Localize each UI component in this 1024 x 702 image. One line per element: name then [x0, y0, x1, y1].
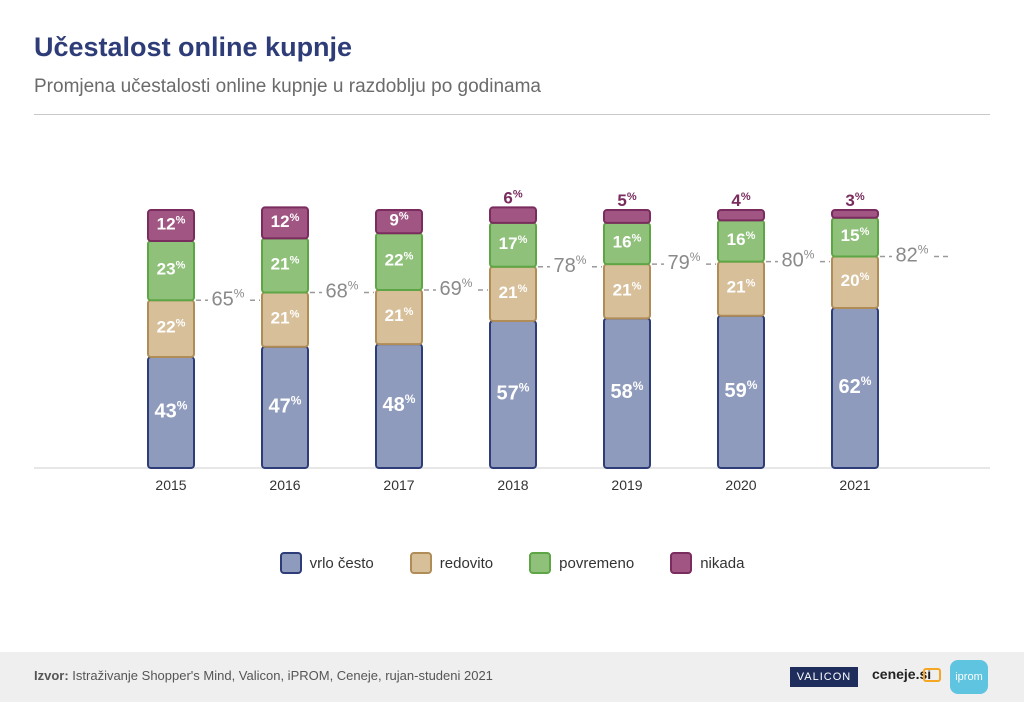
total-label-bg — [664, 252, 704, 277]
stacked-bar-chart: 43% 22% 23% 12% 2015 65% 47% 21% 21% 12% 2016 68% 48… — [34, 188, 990, 493]
legend: vrlo često redovito povremeno nikada — [0, 552, 1024, 574]
bar-segment — [489, 206, 537, 224]
legend-swatch-vrlo-cesto — [279, 552, 302, 574]
bar-segment — [603, 209, 651, 224]
data-label: 5% — [617, 191, 636, 211]
data-label: 12% — [271, 212, 300, 232]
data-label: 62% — [839, 374, 872, 398]
data-label: 12% — [157, 214, 186, 234]
source-label: Izvor: — [34, 668, 69, 683]
total-label: 80% — [782, 248, 815, 272]
data-label: 9% — [389, 211, 408, 231]
total-label: 82% — [896, 243, 929, 267]
data-label: 16% — [727, 230, 756, 250]
source-note: Izvor: Istraživanje Shopper's Mind, Vali… — [34, 668, 493, 683]
legend-label: vrlo često — [309, 554, 374, 572]
bar-segment — [375, 209, 423, 235]
total-label: 69% — [440, 276, 473, 300]
data-label: 21% — [499, 283, 528, 303]
x-tick-label: 2021 — [839, 477, 870, 493]
chart-title: Učestalost online kupnje — [34, 32, 353, 62]
data-label: 58% — [611, 379, 644, 403]
data-label: 6% — [503, 188, 522, 208]
legend-item-redovito: redovito — [409, 552, 494, 574]
iprom-logo: iprom — [950, 660, 988, 694]
legend-swatch-redovito — [409, 552, 432, 574]
data-label: 22% — [157, 318, 186, 338]
x-tick-label: 2020 — [725, 477, 756, 493]
total-label: 78% — [554, 253, 587, 277]
total-label-bg — [208, 288, 248, 313]
data-label: 3% — [845, 191, 864, 211]
data-label: 15% — [841, 226, 870, 246]
total-label: 68% — [326, 279, 359, 303]
data-label: 21% — [271, 254, 300, 274]
data-label: 59% — [725, 378, 758, 402]
legend-label: redovito — [439, 554, 494, 572]
x-tick-label: 2018 — [497, 477, 528, 493]
legend-label: nikada — [700, 554, 745, 572]
legend-label: povremeno — [559, 554, 635, 572]
total-label-bg — [778, 249, 818, 274]
x-tick-label: 2019 — [611, 477, 642, 493]
data-label: 57% — [497, 381, 530, 405]
x-tick-label: 2015 — [155, 477, 186, 493]
data-label: 47% — [269, 394, 302, 418]
data-label: 21% — [727, 278, 756, 298]
legend-item-nikada: nikada — [670, 552, 744, 574]
total-label-bg — [436, 277, 476, 302]
ceneje-logo-icon — [923, 668, 941, 682]
ceneje-logo: ceneje.si — [872, 666, 932, 682]
data-label: 22% — [385, 251, 414, 271]
data-label: 4% — [731, 191, 750, 211]
header-divider — [34, 114, 990, 115]
total-label-bg — [892, 244, 932, 269]
data-label: 16% — [613, 232, 642, 252]
data-label: 43% — [155, 399, 188, 423]
x-tick-label: 2017 — [383, 477, 414, 493]
data-label: 21% — [271, 309, 300, 329]
source-text: Istraživanje Shopper's Mind, Valicon, iP… — [68, 668, 493, 683]
total-label: 65% — [212, 286, 245, 310]
data-label: 17% — [499, 234, 528, 254]
x-tick-label: 2016 — [269, 477, 300, 493]
legend-item-povremeno: povremeno — [529, 552, 634, 574]
data-label: 23% — [157, 260, 186, 280]
total-label-bg — [322, 280, 362, 305]
footer: Izvor: Istraživanje Shopper's Mind, Vali… — [0, 652, 1024, 702]
chart-subtitle: Promjena učestalosti online kupnje u raz… — [34, 76, 541, 97]
legend-item-vrlo-cesto: vrlo često — [279, 552, 374, 574]
data-label: 20% — [841, 271, 870, 291]
bar-segment — [261, 206, 309, 240]
data-label: 48% — [383, 392, 416, 416]
bar-segment — [717, 209, 765, 222]
data-label: 21% — [385, 306, 414, 326]
bar-segment — [147, 209, 195, 242]
valicon-logo: VALICON — [790, 667, 858, 687]
bar-segment — [831, 209, 879, 219]
legend-swatch-nikada — [670, 552, 693, 574]
data-label: 21% — [613, 280, 642, 300]
total-label-bg — [550, 254, 590, 279]
legend-swatch-povremeno — [529, 552, 552, 574]
total-label: 79% — [668, 250, 701, 274]
